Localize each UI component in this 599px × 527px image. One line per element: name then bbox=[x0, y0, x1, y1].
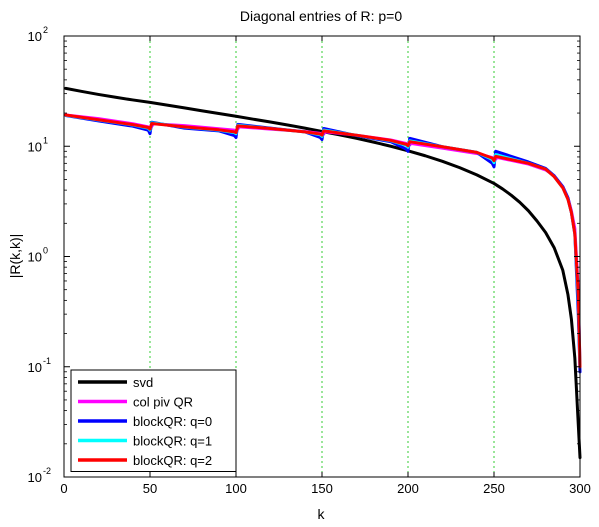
y-tick-base: 10 bbox=[28, 470, 42, 485]
y-axis-label: |R(k,k)| bbox=[7, 234, 23, 279]
y-tick-label: 10 -1 bbox=[28, 356, 51, 375]
legend-label: blockQR: q=2 bbox=[133, 453, 212, 468]
y-tick-exponent: -1 bbox=[43, 356, 51, 366]
x-tick-label: 300 bbox=[569, 481, 591, 496]
legend-item: svd bbox=[78, 375, 153, 390]
legend-item: blockQR: q=1 bbox=[78, 434, 212, 449]
series-line-4 bbox=[64, 113, 582, 369]
legend-item: blockQR: q=2 bbox=[78, 453, 212, 468]
y-tick-label: 10 0 bbox=[28, 246, 48, 265]
series-line-2 bbox=[64, 114, 582, 374]
x-axis-label: k bbox=[318, 506, 326, 522]
y-tick-base: 10 bbox=[28, 29, 42, 44]
y-tick-exponent: -2 bbox=[43, 466, 51, 476]
x-axis: 0 50 100 150 200 250 300 bbox=[60, 36, 591, 496]
vertical-gridlines bbox=[149, 36, 495, 477]
chart-title: Diagonal entries of R: p=0 bbox=[240, 8, 402, 24]
legend-label: svd bbox=[133, 375, 153, 390]
y-tick-base: 10 bbox=[28, 139, 42, 154]
x-tick-label: 250 bbox=[483, 481, 505, 496]
x-tick-label: 100 bbox=[225, 481, 247, 496]
legend-label: blockQR: q=0 bbox=[133, 414, 212, 429]
legend-item: blockQR: q=0 bbox=[78, 414, 212, 429]
y-tick-exponent: 0 bbox=[43, 246, 48, 256]
y-tick-label: 10 1 bbox=[28, 135, 48, 154]
x-tick-label: 50 bbox=[143, 481, 157, 496]
y-tick-exponent: 2 bbox=[43, 25, 48, 35]
x-tick-label: 0 bbox=[60, 481, 67, 496]
y-tick-label: 10 -2 bbox=[28, 466, 51, 485]
legend: svd col piv QR blockQR: q=0 blockQR: q=1 blo… bbox=[70, 369, 237, 472]
legend-label: col piv QR bbox=[133, 395, 193, 410]
x-tick-label: 150 bbox=[311, 481, 333, 496]
y-tick-base: 10 bbox=[28, 250, 42, 265]
series-lines bbox=[64, 86, 582, 460]
legend-label: blockQR: q=1 bbox=[133, 434, 212, 449]
y-tick-label: 10 2 bbox=[28, 25, 48, 44]
y-tick-exponent: 1 bbox=[43, 135, 48, 145]
series-line-0 bbox=[64, 86, 582, 460]
y-tick-base: 10 bbox=[28, 360, 42, 375]
x-tick-label: 200 bbox=[397, 481, 419, 496]
legend-item: col piv QR bbox=[78, 395, 193, 410]
